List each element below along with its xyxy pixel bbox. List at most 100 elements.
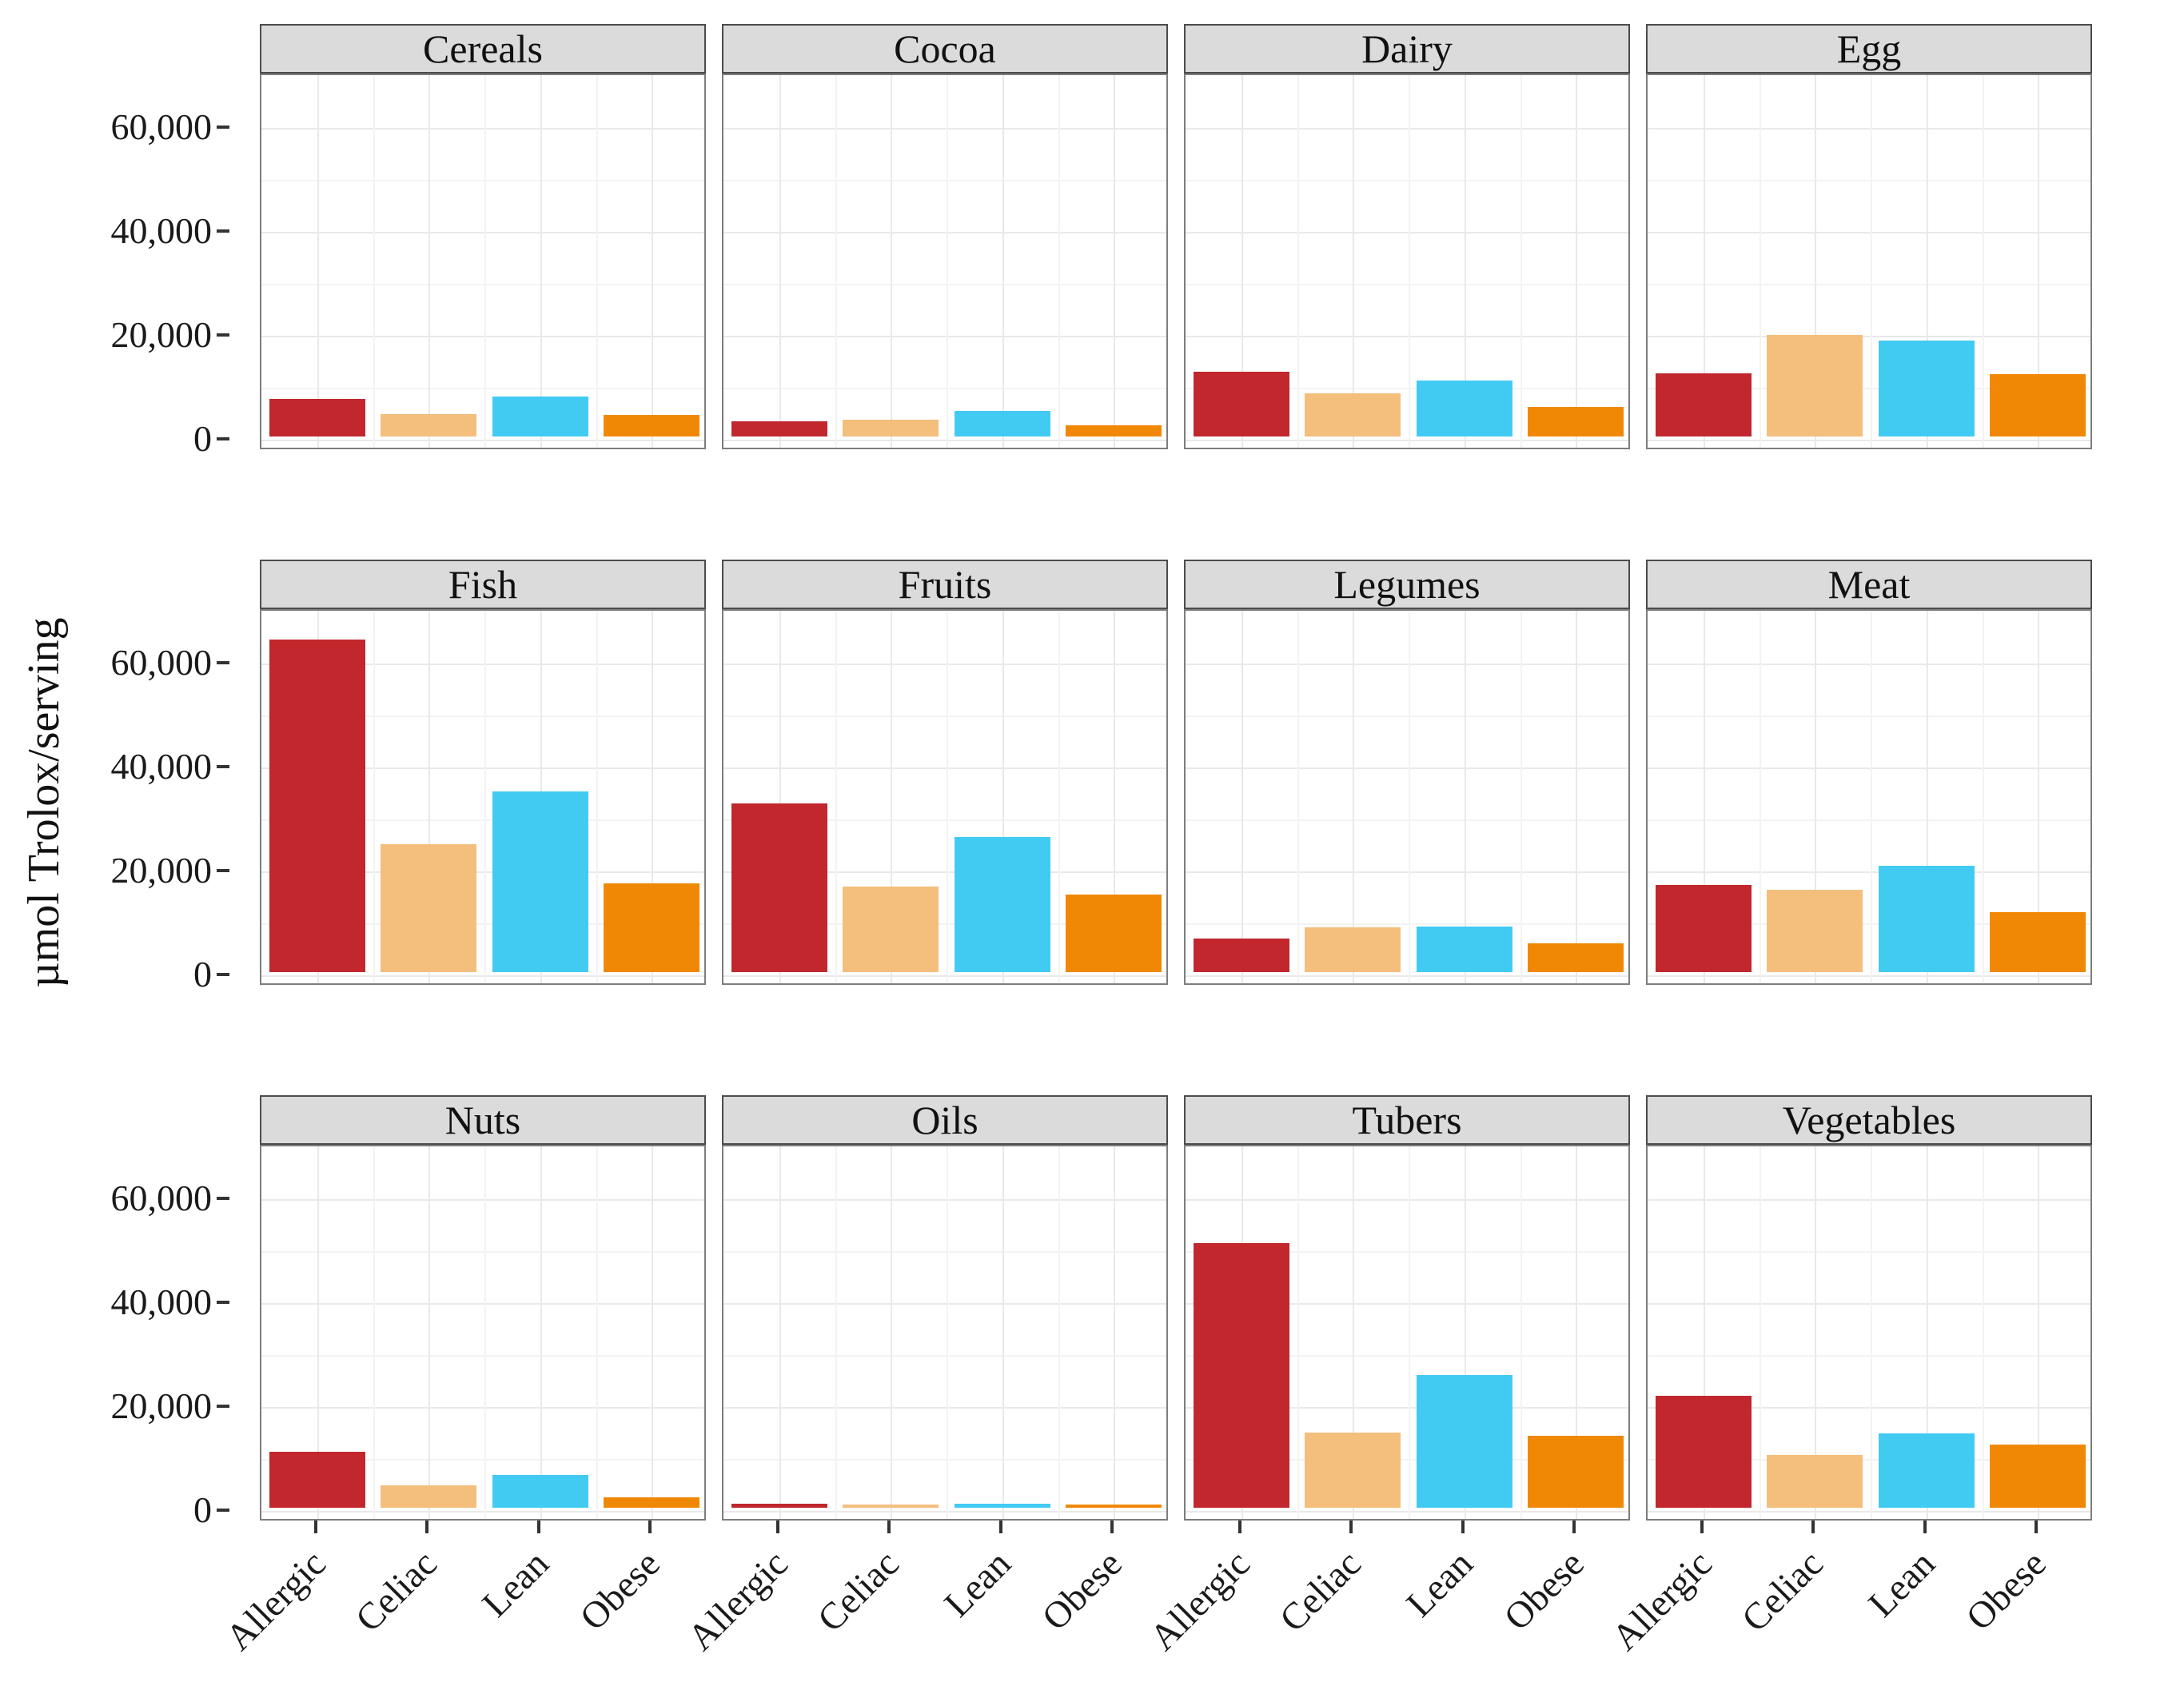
v-gridline	[1871, 75, 1872, 448]
h-gridline	[261, 388, 704, 389]
v-gridline	[1815, 1146, 1817, 1519]
facet-plot	[1184, 609, 1630, 985]
v-gridline	[1114, 75, 1116, 448]
facet-plot	[260, 74, 706, 449]
v-gridline	[652, 75, 654, 448]
y-tick: 40,000	[92, 743, 229, 791]
v-gridline	[1058, 611, 1060, 983]
bar-allergic	[1193, 1242, 1289, 1508]
bar-lean	[1878, 1433, 1975, 1508]
y-tick-mark	[217, 229, 229, 233]
y-tick-mark	[217, 1301, 229, 1304]
y-tick-mark	[217, 1197, 229, 1200]
y-tick-label: 60,000	[110, 106, 213, 147]
v-gridline	[1759, 75, 1761, 448]
h-gridline	[261, 1251, 704, 1253]
bar-celiac	[381, 1485, 477, 1508]
h-gridline	[1186, 767, 1628, 769]
y-tick-mark	[217, 333, 229, 337]
v-gridline	[2038, 611, 2040, 983]
facet-plot	[1184, 74, 1630, 449]
x-tick-mark	[1572, 1521, 1576, 1533]
v-gridline	[540, 1146, 542, 1519]
h-gridline	[1186, 715, 1628, 717]
x-tick-mark	[887, 1521, 891, 1533]
y-tick-label: 40,000	[110, 1281, 213, 1322]
bar-allergic	[1655, 373, 1752, 436]
h-gridline	[1186, 232, 1628, 233]
y-tick-label: 60,000	[110, 642, 213, 683]
facet-title: Fruits	[898, 562, 992, 607]
h-gridline	[261, 440, 704, 441]
h-gridline	[723, 923, 1166, 925]
v-gridline	[1002, 1146, 1004, 1519]
facet-plot	[260, 609, 706, 985]
x-tick-mark	[775, 1521, 779, 1533]
bar-celiac	[381, 844, 477, 972]
y-tick: 40,000	[92, 207, 229, 255]
facet-title: Fish	[448, 562, 518, 607]
h-gridline	[261, 232, 704, 233]
v-gridline	[1058, 75, 1060, 448]
v-gridline	[596, 611, 598, 983]
h-gridline	[261, 975, 704, 977]
v-gridline	[1926, 611, 1928, 983]
h-gridline	[1186, 923, 1628, 925]
y-tick-label: 40,000	[110, 210, 213, 251]
v-gridline	[373, 75, 375, 448]
h-gridline	[1648, 180, 2090, 181]
bar-celiac	[1767, 334, 1863, 436]
h-gridline	[1648, 284, 2090, 285]
y-tick: 0	[92, 1486, 229, 1534]
v-gridline	[1409, 75, 1410, 448]
v-gridline	[428, 611, 431, 983]
v-gridline	[1576, 75, 1578, 448]
h-gridline	[1648, 767, 2090, 769]
facet-title: Vegetables	[1782, 1098, 1956, 1142]
facet-title: Meat	[1827, 562, 1911, 607]
h-gridline	[723, 664, 1166, 665]
x-tick-mark	[536, 1521, 540, 1533]
bar-lean	[1878, 865, 1975, 972]
facet-plot	[1646, 1145, 2092, 1521]
v-gridline	[1353, 1146, 1355, 1519]
h-gridline	[1648, 1511, 2090, 1513]
v-gridline	[373, 611, 375, 983]
h-gridline	[1186, 1303, 1628, 1305]
v-gridline	[484, 75, 486, 448]
bar-allergic	[1193, 938, 1289, 972]
bar-lean	[954, 410, 1050, 436]
y-tick-mark	[217, 437, 229, 440]
h-gridline	[1648, 1251, 2090, 1253]
v-gridline	[1353, 75, 1355, 448]
facet-title: Egg	[1836, 26, 1902, 71]
y-tick-label: 20,000	[110, 850, 213, 891]
facet-strip: Nuts	[260, 1095, 706, 1145]
bar-allergic	[1655, 884, 1752, 972]
h-gridline	[723, 284, 1166, 285]
y-tick-mark	[217, 661, 229, 664]
y-tick-label: 0	[193, 954, 212, 994]
h-gridline	[723, 1199, 1166, 1201]
v-gridline	[779, 1146, 781, 1519]
x-tick-mark	[648, 1521, 652, 1533]
h-gridline	[261, 128, 704, 130]
y-tick-mark	[217, 973, 229, 976]
h-gridline	[1186, 975, 1628, 977]
facet-title: Oils	[911, 1098, 978, 1142]
v-gridline	[1982, 611, 1984, 983]
v-gridline	[1759, 611, 1761, 983]
bar-allergic	[269, 1451, 365, 1508]
h-gridline	[1186, 1251, 1628, 1253]
v-gridline	[947, 1146, 948, 1519]
x-tick-mark	[313, 1521, 317, 1533]
h-gridline	[723, 388, 1166, 389]
h-gridline	[723, 871, 1166, 873]
h-gridline	[1648, 1407, 2090, 1409]
y-tick: 60,000	[92, 103, 229, 151]
h-gridline	[1648, 1303, 2090, 1305]
facet-plot	[722, 609, 1168, 985]
x-tick-mark	[1349, 1521, 1353, 1533]
x-tick-mark	[1700, 1521, 1704, 1533]
y-tick: 20,000	[92, 311, 229, 359]
